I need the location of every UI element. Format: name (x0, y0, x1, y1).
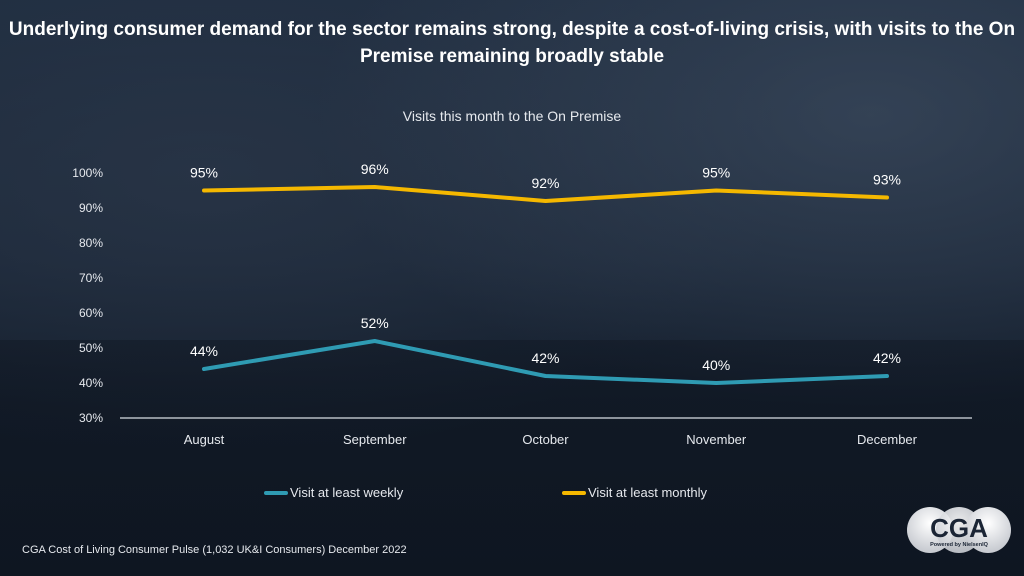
data-label: 52% (361, 315, 389, 331)
logo-text: CGA (930, 513, 988, 543)
y-tick-label: 80% (79, 236, 103, 250)
x-axis-ticks: August September October November December (184, 432, 918, 447)
chart-title: Visits this month to the On Premise (402, 108, 622, 124)
y-tick-label: 100% (72, 166, 103, 180)
series-line-weekly (202, 339, 889, 385)
x-tick-label: October (522, 432, 569, 447)
x-tick-label: September (343, 432, 407, 447)
y-tick-label: 60% (79, 306, 103, 320)
line-chart: 30% 40% 50% 60% 70% 80% 90% 100% August Septembe… (72, 161, 972, 447)
legend-item-weekly: Visit at least weekly (264, 485, 403, 500)
cga-logo: CGA Powered by NielsenIQ (907, 507, 1011, 553)
data-label: 95% (190, 165, 218, 181)
legend-label-weekly: Visit at least weekly (290, 485, 404, 500)
data-label: 93% (873, 172, 901, 188)
data-label: 92% (531, 175, 559, 191)
y-tick-label: 90% (79, 201, 103, 215)
data-label: 42% (873, 350, 901, 366)
data-label: 95% (702, 165, 730, 181)
source-note: CGA Cost of Living Consumer Pulse (1,032… (22, 544, 407, 556)
data-label: 44% (190, 343, 218, 359)
x-tick-label: November (686, 432, 747, 447)
x-tick-label: December (857, 432, 918, 447)
legend-swatch-monthly (562, 490, 586, 495)
data-label: 40% (702, 357, 730, 373)
y-axis-ticks: 30% 40% 50% 60% 70% 80% 90% 100% (72, 166, 103, 425)
legend-swatch-weekly (264, 490, 288, 495)
y-tick-label: 70% (79, 271, 103, 285)
y-tick-label: 40% (79, 376, 103, 390)
y-tick-label: 30% (79, 411, 103, 425)
y-tick-label: 50% (79, 341, 103, 355)
logo-tagline: Powered by NielsenIQ (930, 542, 988, 548)
data-label: 96% (361, 161, 389, 177)
headline: Underlying consumer demand for the secto… (8, 19, 1016, 67)
x-tick-label: August (184, 432, 225, 447)
data-labels: 44% 52% 42% 40% 42% 95% 96% 92% 95% 93% (190, 161, 901, 373)
legend-item-monthly: Visit at least monthly (562, 485, 707, 500)
legend-label-monthly: Visit at least monthly (588, 485, 707, 500)
series-line-monthly (202, 185, 889, 203)
series-lines (202, 185, 889, 385)
data-label: 42% (531, 350, 559, 366)
